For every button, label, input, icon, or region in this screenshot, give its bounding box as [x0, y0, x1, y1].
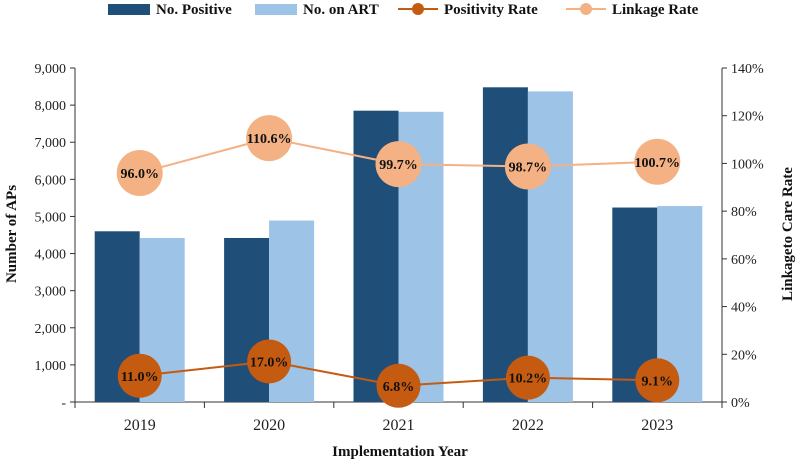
legend-label: No. on ART [303, 2, 379, 18]
y-tick-label: 4,000 [35, 248, 67, 263]
data-label-linkage-rate: 99.7% [379, 158, 418, 173]
y2-tick-label: 80% [731, 205, 757, 220]
marker-linkage-rate [116, 149, 163, 196]
data-label-positivity-rate: 11.0% [121, 370, 159, 385]
marker-positivity-rate [635, 358, 680, 403]
bar-no-on-art [527, 91, 573, 402]
marker-positivity-rate [247, 339, 292, 384]
bar-series [94, 87, 703, 403]
y-axis-left-title: Number of APs [4, 185, 20, 283]
y-tick-label: 9,000 [35, 62, 67, 77]
data-label-linkage-rate: 110.6% [247, 132, 292, 147]
x-tick-label: 2019 [124, 417, 156, 434]
legend-swatch [108, 4, 150, 15]
y-tick-label: 7,000 [35, 136, 67, 151]
x-tick-label: 2021 [383, 417, 415, 434]
y-tick-label: 6,000 [35, 173, 67, 188]
legend-item-linkage-rate: Linkage Rate [566, 2, 699, 18]
data-label-positivity-rate: 10.2% [509, 372, 548, 387]
marker-positivity-rate [376, 363, 421, 408]
y2-tick-label: 140% [731, 62, 764, 77]
legend-item-positivity-rate: Positivity Rate [398, 2, 538, 18]
legend-label: Positivity Rate [444, 2, 538, 18]
marker-linkage-rate [634, 138, 681, 185]
y-axis-left-ticks: - 1,000 2,000 3,000 4,000 5,000 6,000 7,000 8,00… [35, 62, 75, 411]
legend-label: Linkage Rate [612, 2, 699, 18]
data-label-positivity-rate: 9.1% [642, 374, 674, 389]
x-axis-ticks: 2019 2020 2021 2022 2023 [74, 402, 723, 434]
y2-tick-label: 0% [731, 396, 750, 411]
y-tick-label: 1,000 [35, 359, 67, 374]
data-label-linkage-rate: 98.7% [509, 161, 548, 176]
y2-tick-label: 120% [731, 110, 764, 125]
y-axis-right-ticks: 0% 20% 40% 60% 80% 100% 120% 140% [722, 62, 764, 411]
y2-tick-label: 40% [731, 301, 757, 316]
data-label-positivity-rate: 17.0% [250, 355, 289, 370]
data-label-linkage-rate: 96.0% [120, 167, 159, 182]
data-label-linkage-rate: 100.7% [635, 156, 681, 171]
y-tick-label: 5,000 [35, 210, 67, 225]
legend-item-no-positive: No. Positive [108, 2, 232, 18]
legend: No. Positive No. on ART Positivity Rate Lin… [108, 2, 699, 18]
x-axis-title: Implementation Year [332, 444, 468, 460]
y-tick-label: 3,000 [35, 285, 67, 300]
bar-no-positive [482, 87, 528, 402]
x-tick-label: 2022 [512, 417, 544, 434]
marker-positivity-rate [117, 353, 162, 398]
marker-positivity-rate [505, 355, 550, 400]
y2-tick-label: 20% [731, 348, 757, 363]
y-tick-label: 2,000 [35, 322, 67, 337]
marker-linkage-rate [504, 143, 551, 190]
y-axis-right-title: Linkageto Care Rate [780, 167, 796, 301]
x-tick-label: 2020 [253, 417, 285, 434]
legend-item-no-on-art: No. on ART [255, 2, 379, 18]
legend-marker [580, 3, 592, 15]
legend-marker [412, 3, 424, 15]
y2-tick-label: 100% [731, 157, 764, 172]
x-tick-label: 2023 [641, 417, 673, 434]
legend-swatch [255, 4, 297, 15]
line-series: 11.0% 17.0% 6.8% 10.2% 9.1% 96.0% 110.6% 99.7% 9… [116, 115, 681, 408]
y-tick-label: 8,000 [35, 99, 67, 114]
legend-label: No. Positive [156, 2, 232, 18]
marker-linkage-rate [246, 115, 293, 162]
marker-linkage-rate [375, 141, 422, 188]
y2-tick-label: 60% [731, 253, 757, 268]
y-tick-label: - [61, 396, 66, 411]
data-label-positivity-rate: 6.8% [383, 380, 415, 395]
